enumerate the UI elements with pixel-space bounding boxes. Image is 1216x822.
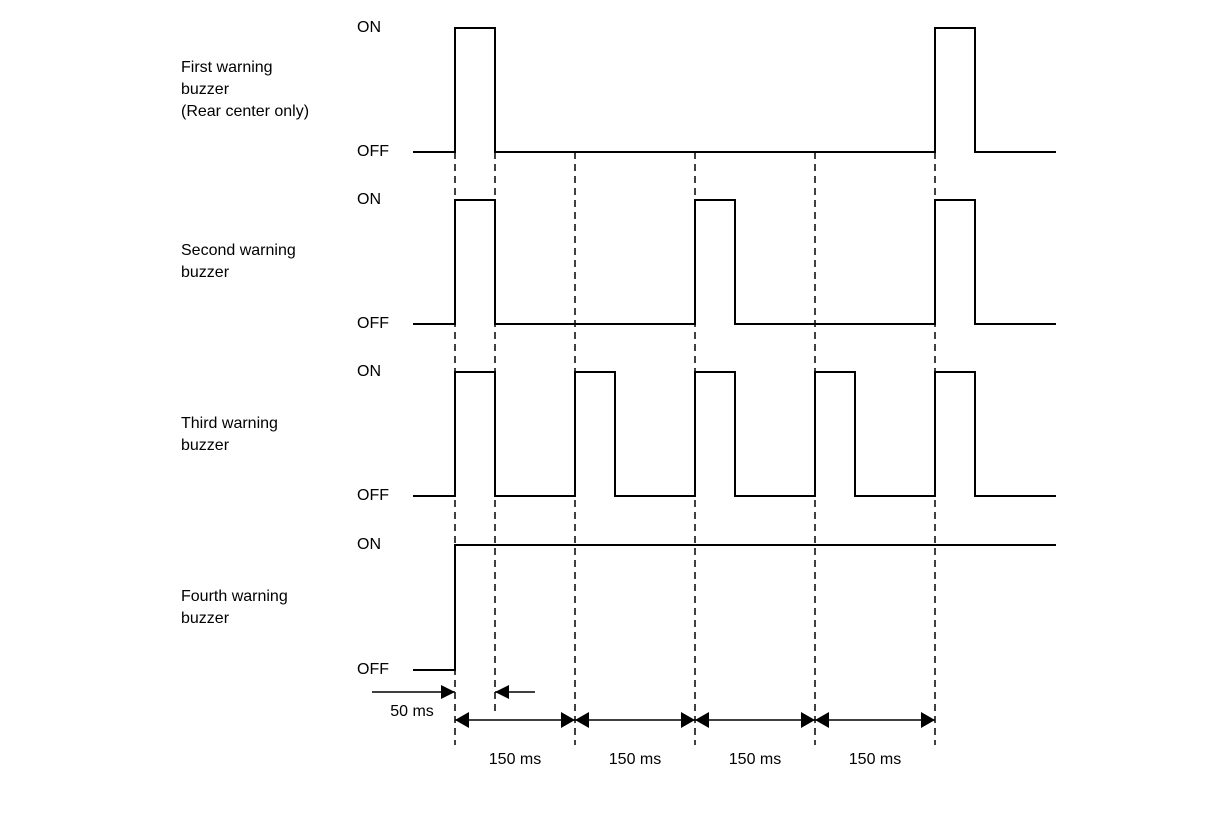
off-level-label: OFF: [357, 143, 389, 160]
signal-row-3: [413, 371, 1056, 497]
signal-row-4: [413, 544, 1056, 671]
signal-row-2: [413, 199, 1056, 325]
interval-label: 150 ms: [729, 751, 781, 768]
on-level-label: ON: [357, 536, 381, 553]
signal-label: Fourth warning: [181, 588, 288, 605]
interval-label: 150 ms: [849, 751, 901, 768]
signal-label: buzzer: [181, 81, 230, 98]
signal-row-1: [413, 27, 1056, 153]
waveform: [413, 544, 1056, 671]
arrowhead-left-icon: [575, 712, 589, 728]
off-level-label: OFF: [357, 487, 389, 504]
interval-label: 150 ms: [609, 751, 661, 768]
waveform: [413, 199, 1056, 325]
on-level-label: ON: [357, 363, 381, 380]
signal-label: (Rear center only): [181, 103, 309, 120]
signal-label: buzzer: [181, 610, 230, 627]
signal-label: buzzer: [181, 264, 230, 281]
off-level-label: OFF: [357, 661, 389, 678]
off-level-label: OFF: [357, 315, 389, 332]
arrowhead-right-icon: [921, 712, 935, 728]
signal-label: Third warning: [181, 415, 278, 432]
arrowhead-right-icon: [441, 685, 455, 699]
on-level-label: ON: [357, 19, 381, 36]
signal-label: First warning: [181, 59, 273, 76]
arrowhead-right-icon: [561, 712, 575, 728]
signal-label: buzzer: [181, 437, 230, 454]
arrowhead-right-icon: [681, 712, 695, 728]
on-level-label: ON: [357, 191, 381, 208]
arrowhead-left-icon: [495, 685, 509, 699]
arrowhead-left-icon: [455, 712, 469, 728]
pulse-width-label: 50 ms: [390, 703, 434, 720]
waveform: [413, 27, 1056, 153]
interval-label: 150 ms: [489, 751, 541, 768]
arrowhead-right-icon: [801, 712, 815, 728]
arrowhead-left-icon: [815, 712, 829, 728]
waveform: [413, 371, 1056, 497]
signal-label: Second warning: [181, 242, 296, 259]
arrowhead-left-icon: [695, 712, 709, 728]
